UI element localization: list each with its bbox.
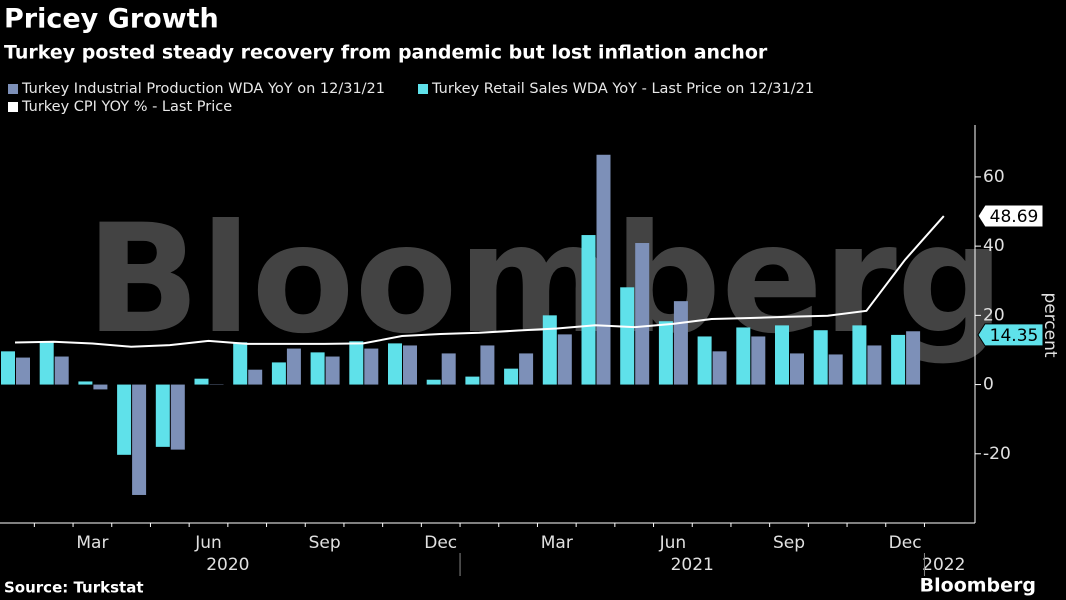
bar: [635, 243, 650, 385]
bar: [867, 345, 882, 385]
bar: [673, 301, 688, 385]
bar: [465, 376, 480, 385]
year-label: 2021: [671, 555, 714, 575]
bar: [349, 341, 364, 385]
bar: [596, 154, 611, 385]
bar: [39, 342, 54, 385]
y-tick-label: 40: [983, 236, 1005, 256]
bar: [248, 369, 263, 385]
bar: [581, 235, 596, 385]
x-tick-label: Jun: [194, 533, 222, 553]
y-tick-label: 20: [983, 305, 1005, 325]
legend-label: Turkey Retail Sales WDA YoY - Last Price…: [431, 81, 814, 97]
bar: [712, 351, 727, 385]
bar: [658, 321, 673, 385]
bar: [16, 357, 30, 385]
y-tick-label: 60: [983, 167, 1005, 187]
bar: [557, 334, 572, 385]
bar: [480, 345, 495, 385]
bar: [828, 354, 843, 385]
bar: [364, 348, 379, 385]
x-tick-label: Sep: [773, 533, 805, 553]
chart-title: Pricey Growth: [4, 4, 219, 35]
bar: [519, 353, 534, 385]
bar: [54, 356, 69, 385]
bar: [132, 384, 147, 495]
bar: [271, 362, 286, 385]
x-tick-label: Dec: [889, 533, 922, 553]
bar: [325, 356, 340, 385]
bar: [813, 330, 828, 385]
bar: [906, 331, 921, 385]
bar: [388, 343, 402, 385]
y-tick-label: 0: [983, 375, 994, 395]
line: [14, 215, 945, 348]
bar: [286, 348, 301, 385]
y-tick-label: -20: [983, 444, 1011, 464]
bar: [170, 384, 185, 450]
x-tick-label: Mar: [541, 533, 573, 553]
value-tag-label: 48.69: [990, 207, 1039, 227]
bar: [697, 336, 712, 385]
value-tag: [977, 204, 1044, 228]
bar: [620, 287, 635, 385]
bar: [542, 315, 557, 385]
brand: Bloomberg: [920, 575, 1036, 597]
bar: [1, 351, 15, 385]
bar: [93, 384, 108, 390]
bar: [441, 353, 456, 385]
bar: [194, 378, 209, 385]
bar: [78, 381, 93, 385]
bar: [504, 368, 519, 385]
year-label: 2020: [206, 555, 249, 575]
bar: [233, 342, 248, 385]
bar: [426, 379, 441, 385]
legend-swatch: [8, 102, 18, 112]
legend-label: Turkey CPI YOY % - Last Price: [21, 99, 232, 115]
x-tick-label: Dec: [424, 533, 457, 553]
x-tick-label: Sep: [309, 533, 341, 553]
bar: [891, 334, 906, 385]
bar: [852, 325, 867, 385]
bar: [310, 352, 325, 385]
bar: [117, 384, 132, 455]
chart-subtitle: Turkey posted steady recovery from pande…: [4, 42, 768, 64]
legend-label: Turkey Industrial Production WDA YoY on …: [21, 81, 385, 97]
legend-swatch: [8, 84, 18, 94]
year-label: 2022: [922, 555, 965, 575]
bar: [751, 336, 766, 385]
bar: [403, 345, 417, 385]
bar: [790, 353, 804, 385]
bar: [736, 327, 751, 385]
bar: [775, 325, 789, 385]
value-tag-label: 14.35: [990, 326, 1039, 346]
x-tick-label: Jun: [659, 533, 687, 553]
source: Source: Turkstat: [4, 579, 144, 597]
y-axis-label: percent: [1040, 292, 1060, 357]
bar: [155, 384, 170, 447]
x-tick-label: Mar: [76, 533, 108, 553]
legend-swatch: [418, 84, 428, 94]
value-tag: [977, 323, 1044, 347]
